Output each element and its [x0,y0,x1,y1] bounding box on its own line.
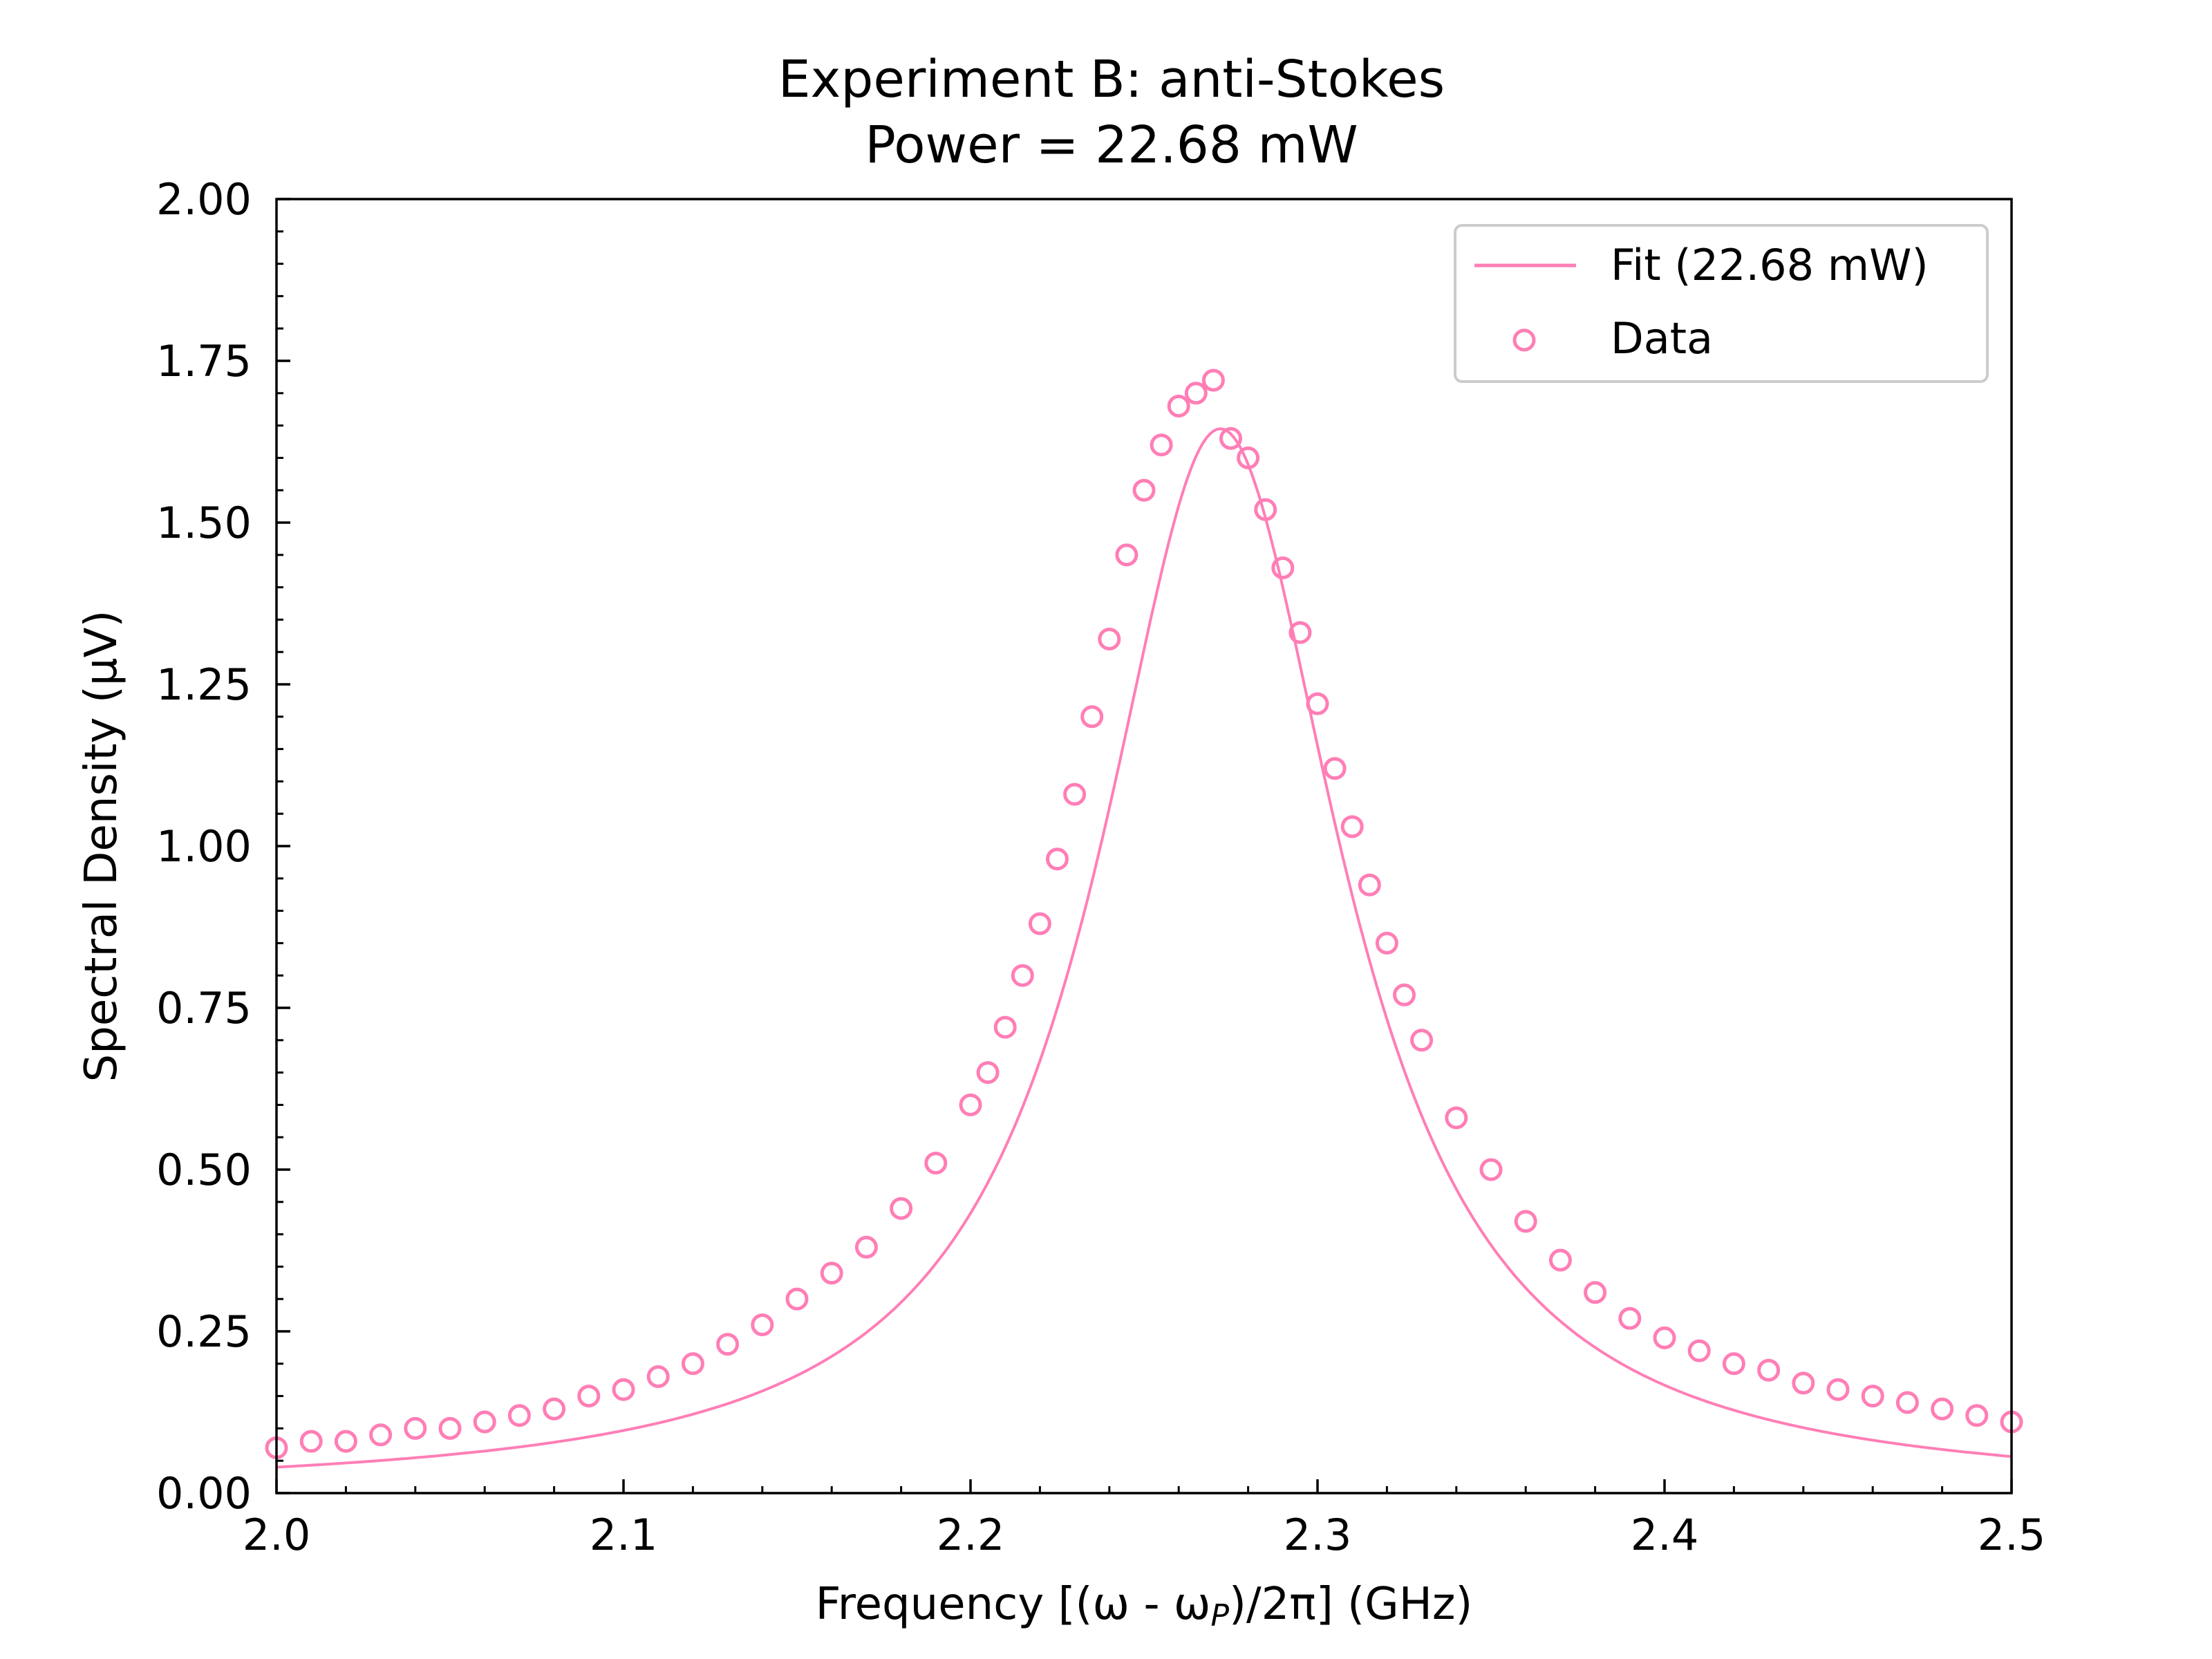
axis-ticks: 2.0 2.1 2.2 2.3 2.4 2.5 0.00 0.25 0.50 0.75 1.00 1.… [156,174,2045,1560]
data-point [1687,1339,1711,1362]
plot-area [265,368,2023,1469]
data-point [751,1313,774,1337]
chart-subtitle: Power = 22.68 mW [865,115,1358,175]
data-point [1445,1106,1468,1130]
data-point [1098,628,1121,650]
data-point [1358,873,1381,897]
x-axis-label-end: )/2π] (GHz) [1229,1579,1472,1630]
legend-box [1454,224,1989,383]
y-tick-label: 0.50 [156,1145,252,1195]
data-point [1792,1371,1815,1395]
data-point [543,1397,566,1421]
data-point [1653,1326,1676,1349]
legend-data-marker [1512,328,1536,352]
data-point [1288,621,1312,644]
data-point [1861,1385,1884,1408]
data-point [646,1365,670,1388]
data-point [785,1287,809,1311]
data-point [577,1385,601,1408]
data-point [1219,427,1242,450]
data-point [299,1430,323,1453]
y-tick-label: 0.25 [156,1306,252,1357]
x-tick-label: 2.1 [590,1510,658,1560]
data-point [1722,1352,1745,1376]
data-point [854,1235,878,1259]
data-point [959,1093,982,1116]
data-point [1410,1029,1434,1052]
data-point [612,1378,635,1401]
y-tick-label: 1.25 [156,659,252,710]
y-tick-label: 0.00 [156,1468,252,1519]
data-point [1514,1210,1537,1233]
data-point [1340,815,1364,838]
data-point [681,1352,704,1376]
data-point [924,1152,948,1175]
y-tick-label: 0.75 [156,983,252,1033]
y-tick-label: 1.50 [156,498,252,548]
data-point [820,1262,843,1285]
data-point [1757,1358,1781,1382]
data-point [1393,983,1416,1006]
data-point [1237,446,1260,469]
data-point [404,1416,427,1440]
data-point [1548,1248,1572,1272]
fit-line [276,427,2012,1469]
data-point [1826,1378,1850,1401]
fit-layer [276,427,2012,1469]
x-tick-label: 2.3 [1284,1510,1352,1560]
x-tick-label: 2.2 [937,1510,1005,1560]
data-point [1132,478,1156,502]
data-point [716,1333,740,1356]
chart-title: Experiment B: anti-Stokes [778,50,1445,109]
legend: Fit (22.68 mW) Data [1454,224,1989,383]
x-tick-label: 2.0 [243,1510,311,1560]
data-point [1271,556,1295,579]
data-point [1167,395,1190,418]
data-point [1584,1281,1607,1304]
data-point [473,1410,496,1434]
data-point [1323,757,1347,780]
y-axis-label: Spectral Density (μV) [76,610,127,1082]
data-point [890,1197,913,1220]
data-point [438,1416,462,1440]
x-axis-label: Frequency [(ω - ωP)/2π] (GHz) [816,1579,1473,1633]
data-point [993,1015,1017,1039]
data-point [1306,692,1329,715]
x-axis-label-main: Frequency [(ω - ω [816,1579,1211,1630]
y-tick-label: 2.00 [156,174,252,225]
legend-fit-label: Fit (22.68 mW) [1611,240,1929,290]
data-point [334,1430,357,1453]
data-point [1618,1306,1642,1330]
data-point [976,1061,1000,1085]
data-point [1046,847,1069,871]
x-axis-label-subscript: P [1210,1598,1229,1633]
data-point [1028,912,1051,935]
data-point [1063,782,1087,806]
data-point [1080,705,1104,729]
x-tick-label: 2.5 [1978,1510,2046,1560]
data-point [1375,931,1398,955]
data-point [1201,368,1225,392]
plot-frame [275,198,2013,1494]
y-tick-label: 1.00 [156,821,252,872]
data-point [1965,1404,1989,1427]
data-point [369,1423,393,1447]
x-tick-label: 2.4 [1631,1510,1699,1560]
data-point [1011,964,1034,987]
data-point [507,1404,531,1427]
data-point [1931,1397,1954,1421]
data-point [1254,498,1277,521]
y-tick-label: 1.75 [156,336,252,386]
data-point [1115,543,1138,567]
data-point [1150,433,1173,457]
data-point [1479,1158,1503,1181]
legend-data-label: Data [1611,313,1713,364]
data-point [1184,382,1208,405]
data-point [1895,1391,1919,1414]
